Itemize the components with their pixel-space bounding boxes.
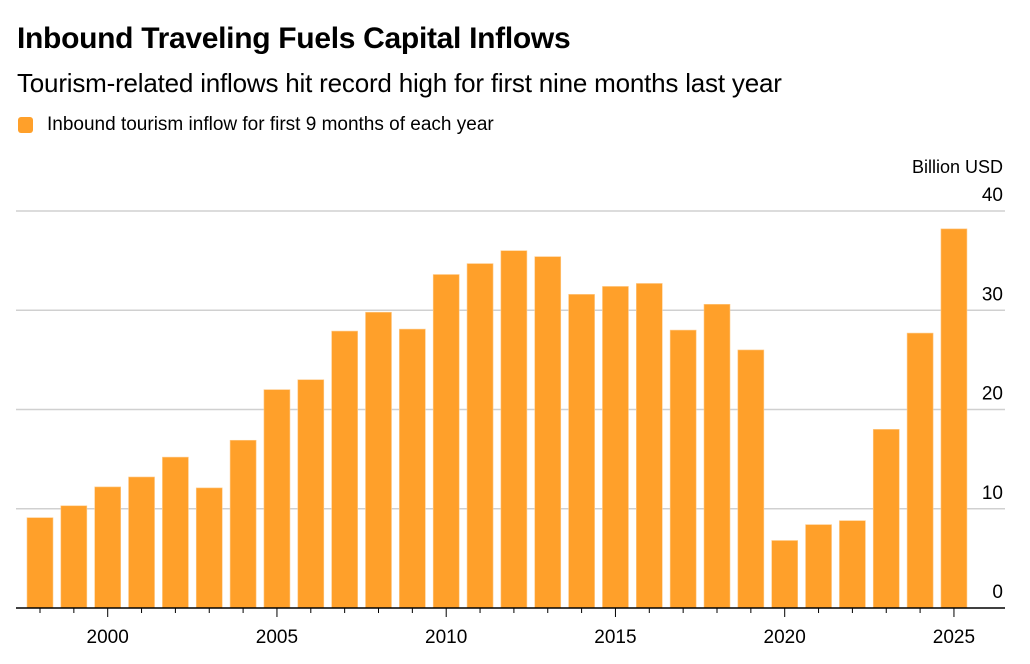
bar-2020 [771, 540, 799, 609]
bar-2013 [534, 256, 562, 609]
bar-2022 [839, 520, 866, 609]
x-tick-label-2010: 2010 [425, 627, 467, 648]
bar-2019 [737, 349, 765, 609]
bar-2010 [432, 274, 460, 609]
bar-2007 [331, 330, 358, 609]
bar-2009 [399, 328, 426, 609]
legend: Inbound tourism inflow for first 9 month… [18, 114, 494, 136]
bar-2001 [128, 476, 155, 609]
bar-2000 [94, 486, 121, 609]
bar-2023 [872, 429, 900, 609]
bar-1999 [60, 505, 88, 609]
bar-2003 [195, 487, 223, 609]
bar-2016 [635, 283, 663, 609]
bar-2004 [229, 439, 257, 609]
x-tick-label-2000: 2000 [87, 627, 129, 648]
bar-2024 [906, 332, 934, 609]
bar-2015 [602, 286, 629, 609]
bar-2005 [263, 389, 291, 609]
y-tick-label-20: 20 [982, 384, 1003, 405]
bar-2011 [466, 263, 494, 609]
x-tick-label-2005: 2005 [256, 627, 298, 648]
y-tick-label-40: 40 [982, 185, 1003, 206]
bar-2017 [669, 329, 697, 609]
bar-2008 [365, 311, 392, 609]
bar-2021 [805, 524, 832, 609]
bars [26, 228, 968, 609]
bar-2025 [940, 228, 968, 609]
legend-swatch [18, 117, 33, 133]
bar-2006 [297, 379, 325, 609]
x-axis: 2000 2005 2010 2015 2020 2025 [16, 607, 1005, 648]
y-tick-label-30: 30 [982, 284, 1003, 305]
y-axis-labels: 0 10 20 30 40 [982, 185, 1003, 603]
x-tick-label-2015: 2015 [594, 627, 636, 648]
bar-2018 [703, 303, 731, 609]
y-axis-unit-label: Billion USD [912, 157, 1003, 177]
bar-2014 [568, 294, 595, 609]
y-tick-label-10: 10 [982, 483, 1003, 504]
chart-title: Inbound Traveling Fuels Capital Inflows [17, 22, 571, 55]
bar-2002 [162, 456, 189, 609]
bar-2012 [500, 250, 528, 609]
legend-label: Inbound tourism inflow for first 9 month… [47, 114, 494, 135]
bar-1998 [26, 517, 54, 609]
y-tick-label-0: 0 [992, 582, 1003, 603]
chart-subtitle: Tourism-related inflows hit record high … [17, 68, 782, 98]
x-tick-label-2025: 2025 [933, 627, 975, 648]
x-tick-label-2020: 2020 [764, 627, 806, 648]
